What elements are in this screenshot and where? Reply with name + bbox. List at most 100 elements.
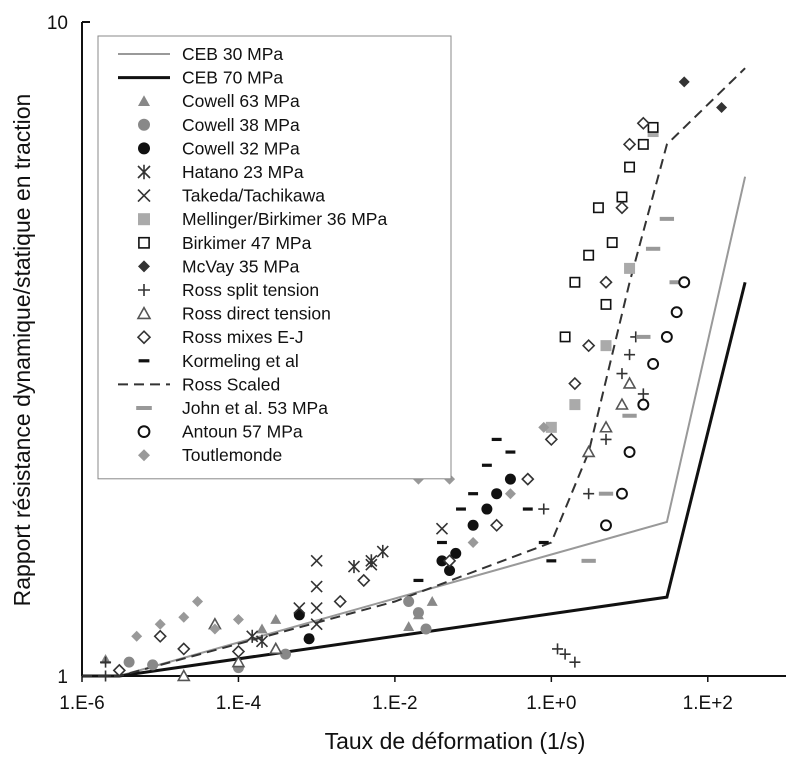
legend-label: Ross direct tension (182, 304, 331, 324)
data-point (467, 519, 479, 531)
legend-item: Hatano 23 MPa (137, 162, 304, 182)
legend-item: Ross direct tension (136, 304, 331, 324)
data-point (647, 358, 660, 370)
data-point (616, 487, 628, 500)
series-cowell-32-mpa (293, 473, 516, 645)
legend-swatch (137, 189, 151, 203)
legend-swatch (136, 406, 152, 410)
legend-item: CEB 70 MPa (118, 68, 283, 88)
data-point (659, 216, 675, 221)
legend-swatch (138, 213, 150, 226)
data-point (636, 334, 651, 339)
legend-item: Ross mixes E-J (136, 327, 304, 347)
data-point (505, 450, 516, 454)
data-point (310, 554, 323, 567)
data-point (569, 399, 581, 411)
data-point (232, 614, 244, 626)
data-point (616, 368, 628, 380)
series-ross-direct-tension (176, 376, 637, 682)
data-point (293, 609, 305, 621)
data-point (293, 602, 306, 615)
data-point (616, 191, 628, 203)
data-point (637, 398, 650, 411)
legend-label: Birkimer 47 MPa (182, 233, 312, 253)
data-point (647, 121, 659, 133)
series-hatano-23-mpa (246, 544, 389, 648)
legend-swatch (138, 118, 150, 131)
legend-label: Cowell 32 MPa (182, 138, 300, 158)
data-point (100, 670, 112, 682)
data-point (268, 641, 283, 655)
legend-label: Cowell 38 MPa (182, 115, 300, 135)
data-point (437, 540, 447, 545)
legend-label: Toutlemonde (182, 445, 282, 465)
data-point (545, 421, 557, 433)
legend-box (97, 35, 452, 480)
data-point (456, 507, 466, 511)
legend-label: Antoun 57 MPa (182, 422, 303, 442)
series-birkimer-47-mpa (559, 121, 659, 343)
data-point (615, 397, 629, 410)
series-ross-split-tension (100, 331, 649, 682)
data-point (624, 262, 636, 274)
legend-item: Ross split tension (138, 280, 319, 300)
data-point (333, 594, 347, 609)
legend-swatch (138, 359, 150, 363)
legend-label: Kormeling et al (182, 351, 299, 371)
y-tick-label: 10 (47, 13, 68, 34)
data-point (636, 116, 650, 130)
legend-item: Cowell 63 MPa (138, 91, 300, 111)
y-tick-label: 1 (57, 667, 68, 688)
legend-label: CEB 30 MPa (182, 44, 283, 64)
data-point (660, 330, 673, 343)
data-point (491, 437, 502, 442)
legend-label: McVay 35 MPa (182, 256, 300, 276)
legend-item: Antoun 57 MPa (137, 422, 303, 442)
legend-swatch (136, 305, 152, 320)
data-point (600, 433, 612, 445)
legend-label: Ross Scaled (182, 374, 280, 394)
legend-label: John et al. 53 MPa (182, 398, 328, 418)
data-point (598, 491, 614, 496)
legend-item: Ross Scaled (118, 374, 280, 394)
legend-item: Birkimer 47 MPa (138, 233, 312, 253)
data-point (623, 446, 636, 459)
data-point (559, 648, 571, 660)
data-point (255, 634, 269, 648)
legend-swatch (138, 449, 150, 462)
series-john-et-al-53-mpa (581, 216, 684, 563)
data-point (678, 276, 691, 289)
data-point (303, 633, 315, 645)
data-point (112, 663, 126, 678)
legend-label: Hatano 23 MPa (182, 162, 304, 182)
legend-label: Ross split tension (182, 280, 319, 300)
legend: CEB 30 MPa CEB 70 MPa Cowell 63 MPa Cowell … (97, 35, 452, 480)
series-line (82, 67, 746, 677)
data-point (546, 559, 557, 563)
data-point (403, 595, 415, 607)
data-point (600, 298, 612, 310)
data-point (442, 554, 457, 568)
legend-label: Ross mixes E-J (182, 327, 304, 347)
data-point (403, 621, 415, 631)
y-axis-title: Rapport résistance dynamique/statique en… (9, 94, 35, 607)
data-point (347, 559, 361, 574)
data-point (154, 618, 166, 630)
data-point (544, 432, 558, 447)
data-point (178, 611, 190, 623)
legend-item: Cowell 32 MPa (138, 138, 300, 158)
x-tick-label: 1.E+0 (526, 693, 576, 714)
data-point (413, 578, 424, 583)
data-point (420, 623, 432, 635)
data-point (581, 558, 596, 563)
data-point (231, 654, 246, 668)
legend-swatch (138, 284, 150, 296)
data-point (412, 607, 424, 619)
data-point (246, 629, 259, 643)
data-point (582, 339, 596, 353)
data-point (310, 618, 323, 631)
data-point (468, 492, 479, 496)
data-point (504, 473, 516, 485)
data-point (716, 102, 728, 114)
data-point (123, 656, 135, 668)
